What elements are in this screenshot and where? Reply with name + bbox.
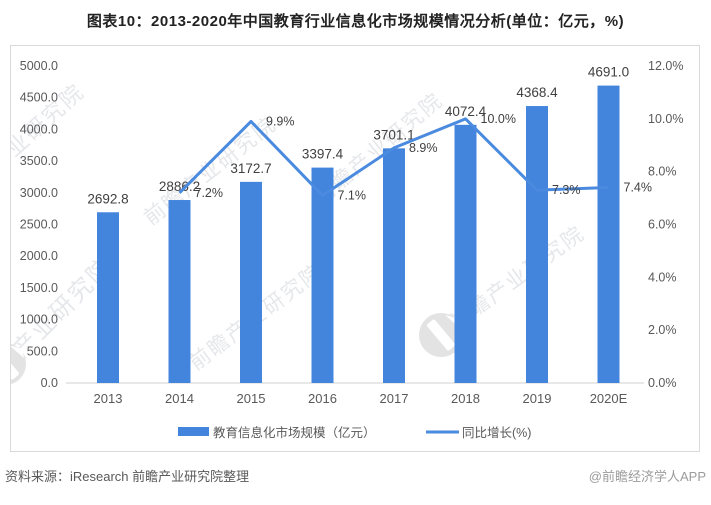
left-axis-tick: 0.0 — [41, 376, 58, 390]
left-axis-tick: 4000.0 — [20, 122, 58, 136]
source-note: 资料来源：iResearch 前瞻产业研究院整理 — [5, 469, 250, 484]
bar-2014 — [168, 200, 191, 383]
left-axis-tick: 2500.0 — [20, 218, 58, 232]
legend-bar-label: 教育信息化市场规模（亿元） — [213, 425, 376, 440]
footer: 资料来源：iResearch 前瞻产业研究院整理 @前瞻经济学人APP — [5, 466, 706, 485]
bar-2015 — [240, 181, 262, 383]
watermark-logo-arrow — [427, 319, 455, 351]
growth-value-label: 7.2% — [195, 186, 224, 200]
bar-value-label: 2692.8 — [87, 191, 128, 206]
watermark-logo-notch — [11, 345, 24, 358]
combo-chart: 前瞻产业研究院前瞻产业研究院前瞻产业研究院前瞻产业研究院前瞻产业研究院前瞻产业研… — [11, 59, 683, 440]
right-axis-tick: 0.0% — [648, 376, 677, 390]
chart-title: 图表10：2013-2020年中国教育行业信息化市场规模情况分析(单位：亿元，%… — [86, 13, 625, 30]
bar-value-label: 3701.1 — [373, 127, 414, 142]
growth-value-label: 10.0% — [481, 112, 516, 126]
growth-value-label: 7.3% — [552, 183, 581, 197]
x-axis-label: 2015 — [237, 391, 266, 406]
right-axis-tick: 12.0% — [648, 59, 683, 73]
bar-2013 — [97, 212, 119, 383]
x-axis-label: 2019 — [523, 391, 552, 406]
bar-value-label: 4368.4 — [516, 85, 558, 100]
bar-2017 — [383, 148, 405, 383]
x-axis-label: 2020E — [590, 391, 628, 406]
growth-line — [178, 117, 609, 197]
x-axis-label: 2014 — [165, 391, 194, 406]
left-axis-tick: 3500.0 — [20, 154, 58, 168]
credit-note: @前瞻经济学人APP — [588, 469, 706, 484]
left-axis-tick: 4500.0 — [20, 91, 58, 105]
right-axis-tick: 4.0% — [648, 270, 677, 284]
right-axis-tick: 8.0% — [648, 165, 677, 179]
x-axis-label: 2016 — [308, 391, 337, 406]
bar-value-label: 4072.4 — [445, 104, 487, 119]
watermark-logo-arrow — [11, 348, 19, 380]
growth-value-label: 9.9% — [266, 114, 295, 128]
chart-area: 前瞻产业研究院前瞻产业研究院前瞻产业研究院前瞻产业研究院前瞻产业研究院前瞻产业研… — [10, 45, 700, 452]
left-axis-tick: 3000.0 — [20, 186, 58, 200]
x-axis-label: 2017 — [380, 391, 409, 406]
right-axis-tick: 6.0% — [648, 218, 677, 232]
bar-value-label: 3397.4 — [302, 147, 344, 162]
growth-value-label: 7.4% — [624, 181, 653, 195]
bar-2018 — [454, 124, 477, 383]
bar-2020E — [597, 85, 620, 383]
growth-value-label: 8.9% — [409, 141, 438, 155]
growth-value-label: 7.1% — [338, 188, 367, 202]
bar-2019 — [526, 106, 548, 383]
left-axis-tick: 5000.0 — [20, 59, 58, 73]
right-axis-tick: 10.0% — [648, 112, 683, 126]
left-axis-tick: 1500.0 — [20, 281, 58, 295]
bar-2016 — [311, 167, 334, 383]
legend-line-label: 同比增长(%) — [462, 425, 531, 440]
legend-bar-swatch — [178, 427, 209, 436]
x-axis-label: 2018 — [451, 391, 480, 406]
left-axis-tick: 500.0 — [27, 344, 58, 358]
right-axis-tick: 2.0% — [648, 323, 677, 337]
bar-value-label: 3172.7 — [230, 161, 271, 176]
x-axis-label: 2013 — [94, 391, 123, 406]
left-axis-tick: 1000.0 — [20, 313, 58, 327]
bar-value-label: 4691.0 — [588, 65, 629, 80]
left-axis-tick: 2000.0 — [20, 249, 58, 263]
